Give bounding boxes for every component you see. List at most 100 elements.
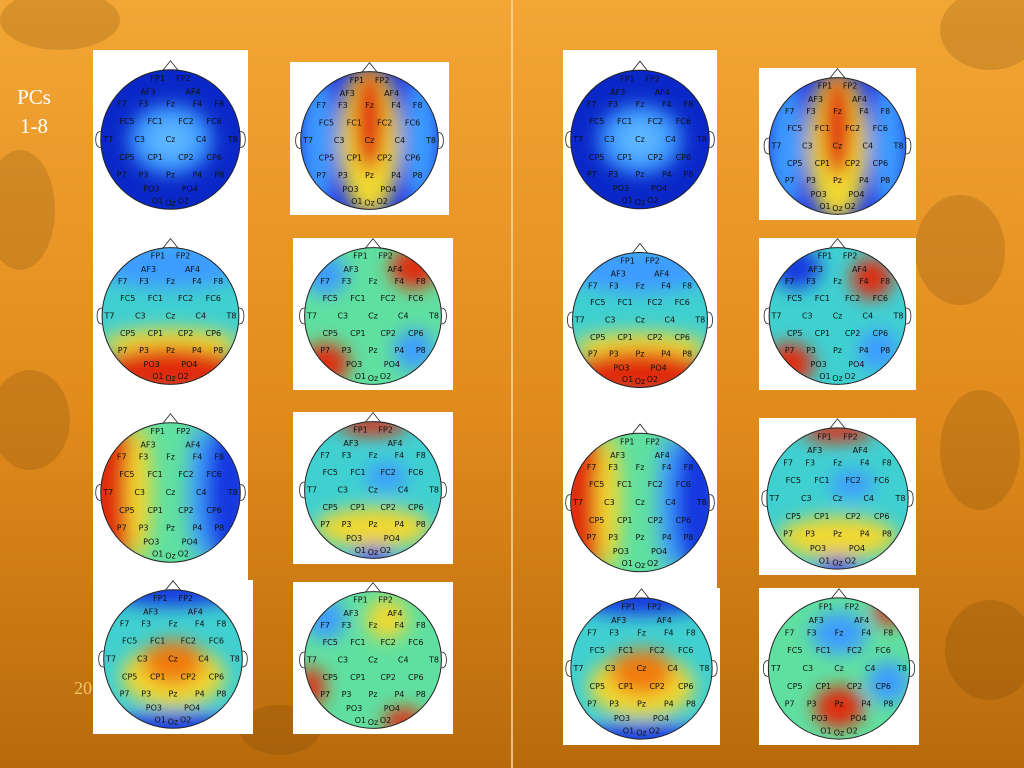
electrode-label: Pz [365, 171, 374, 180]
electrode-label: FC5 [323, 294, 338, 303]
electrode-label: Cz [833, 312, 843, 321]
electrode-label: T7 [103, 312, 114, 321]
electrode-label: FC1 [617, 298, 632, 307]
electrode-label: CP5 [787, 159, 803, 168]
electrode-label: FC2 [380, 468, 395, 477]
electrode-label: P4 [662, 533, 672, 542]
electrode-label: CP5 [319, 154, 335, 163]
ear [762, 660, 769, 677]
electrode-label: P7 [587, 533, 597, 542]
electrode-label: C4 [398, 312, 409, 321]
electrode-label: FP2 [843, 82, 858, 91]
electrode-label: F4 [395, 277, 405, 286]
electrode-label: C4 [665, 135, 676, 144]
ear [98, 650, 104, 668]
electrode-label: PO4 [181, 360, 197, 369]
ear [240, 484, 246, 501]
electrode-label: T8 [428, 486, 439, 495]
slide-label: 1-8 [20, 114, 48, 138]
electrode-label: Cz [365, 136, 375, 145]
map-blob [777, 516, 898, 559]
electrode-label: F8 [682, 281, 692, 290]
ear [96, 307, 103, 325]
electrode-label: Oz [834, 728, 845, 737]
electrode-label: Pz [833, 176, 842, 185]
electrode-label: FC5 [319, 118, 334, 127]
electrode-label: C3 [802, 312, 813, 321]
map-blob [816, 556, 859, 570]
map-blob [205, 422, 241, 563]
electrode-label: F4 [193, 453, 203, 462]
electrode-label: O2 [180, 716, 191, 725]
nose [164, 580, 182, 591]
map-blob [100, 422, 136, 563]
electrode-label: FC6 [676, 117, 691, 126]
electrode-label: FC1 [350, 294, 365, 303]
electrode-label: CP5 [589, 516, 605, 525]
electrode-label: T8 [893, 142, 904, 151]
electrode-label: Fz [369, 451, 378, 460]
electrode-label: P7 [316, 171, 326, 180]
electrode-label: CP2 [178, 329, 194, 338]
electrode-label: Cz [637, 664, 647, 673]
electrode-label: FP2 [843, 432, 858, 441]
topomap: FP1 FP2 AF3 AF4 F7 F3 Fz F4 F8 FC5 FC1 FC2 FC6 T7 C3 Cz… [293, 411, 453, 564]
electrode-label: O2 [178, 550, 189, 559]
electrode-label: CP1 [814, 512, 830, 521]
map-blob [619, 122, 661, 157]
topomap: FP1 FP2 AF3 AF4 F7 F3 Fz F4 F8 FC5 FC1 FC2 FC6 T7 C3 Cz… [759, 67, 916, 220]
electrode-label: PO3 [613, 363, 629, 372]
electrode-label: CP6 [408, 673, 424, 682]
electrode-label: P3 [608, 170, 618, 179]
electrode-label: Cz [635, 316, 645, 325]
electrode-label: AF3 [140, 441, 155, 450]
map-blob [366, 598, 408, 640]
electrode-label: FP2 [645, 74, 660, 83]
electrode-label: O2 [380, 546, 391, 555]
electrode-label: C3 [802, 664, 813, 673]
electrode-label: P7 [785, 346, 795, 355]
electrode-label: FC1 [347, 118, 362, 127]
electrode-label: CP6 [873, 159, 889, 168]
electrode-label: P7 [587, 700, 597, 709]
electrode-label: FC2 [178, 117, 193, 126]
electrode-label: PO4 [848, 360, 864, 369]
map-blob [858, 329, 900, 371]
electrode-label: F3 [342, 277, 352, 286]
electrode-label: F8 [416, 277, 426, 286]
map-blob [338, 421, 408, 436]
electrode-label: CP5 [589, 153, 605, 162]
electrode-label: FC1 [815, 124, 830, 133]
electrode-label: P4 [859, 346, 869, 355]
electrode-label: F7 [118, 277, 128, 286]
electrode-label: PO3 [614, 714, 630, 723]
electrode-label: CP6 [408, 503, 424, 512]
electrode-label: CP2 [647, 333, 663, 342]
electrode-label: PO4 [380, 185, 396, 194]
electrode-label: CP6 [405, 154, 421, 163]
electrode-label: P8 [216, 690, 226, 699]
electrode-label: CP6 [206, 153, 222, 162]
electrode-label: Cz [168, 655, 178, 664]
electrode-label: FC1 [816, 646, 831, 655]
electrode-label: CP6 [408, 329, 424, 338]
electrode-label: P4 [192, 523, 202, 532]
electrode-label: T8 [227, 135, 238, 144]
head-outline [768, 247, 907, 385]
electrode-label: PO4 [849, 544, 865, 553]
electrode-label: Oz [832, 204, 843, 213]
ear [238, 307, 245, 325]
electrode-label: O1 [355, 372, 366, 381]
electrode-label: O2 [844, 372, 855, 381]
electrode-label: T7 [306, 486, 317, 495]
electrode-label: O2 [846, 726, 857, 735]
electrode-label: F3 [805, 458, 815, 467]
electrode-label: FP2 [843, 252, 858, 261]
map-blobs [570, 433, 710, 572]
electrode-label: O1 [819, 556, 830, 565]
electrode-label: FC2 [380, 294, 395, 303]
electrode-label: FP2 [176, 74, 191, 83]
electrode-label: P7 [320, 690, 330, 699]
electrode-label: F4 [664, 628, 674, 637]
topomap: FP1 FP2 AF3 AF4 F7 F3 Fz F4 F8 FC5 FC1 FC2 FC6 T7 C3 Cz… [759, 418, 916, 575]
